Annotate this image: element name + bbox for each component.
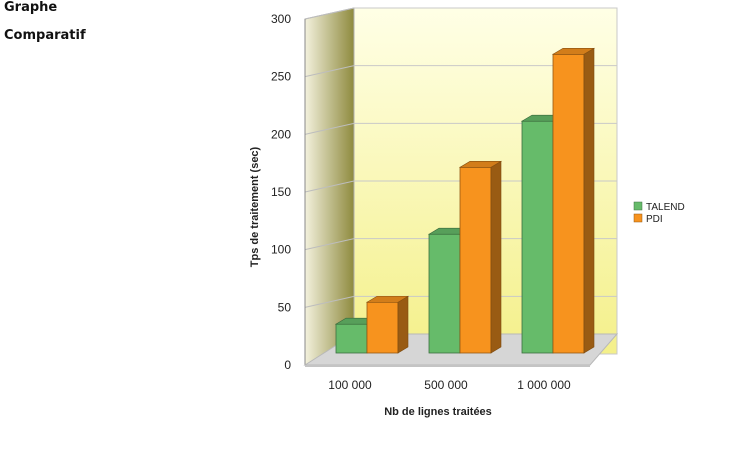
legend-swatch-talend — [633, 201, 643, 211]
bar-pdi-0 — [365, 295, 410, 354]
x-tick-label: 500 000 — [424, 378, 468, 392]
bar-side — [490, 160, 502, 354]
y-tick-label: 50 — [278, 300, 292, 314]
bar-front — [366, 301, 399, 354]
bar-front — [521, 120, 554, 354]
page-heading-comparatif: Comparatif — [4, 28, 86, 43]
x-tick-label: 1 000 000 — [517, 378, 571, 392]
bar-side — [583, 47, 595, 354]
gridline-side — [304, 180, 355, 193]
y-tick-label: 200 — [271, 127, 291, 141]
bars — [334, 47, 596, 354]
bar-top — [458, 161, 503, 168]
bar-pdi-2 — [551, 47, 596, 354]
y-axis-label: Tps de traitement (sec) — [249, 146, 261, 267]
bar-front — [552, 53, 585, 354]
legend-swatch-pdi — [633, 213, 643, 223]
y-tick-label: 0 — [284, 358, 291, 372]
page-heading-graphe: Graphe — [4, 0, 58, 15]
y-tick-label: 300 — [271, 12, 291, 26]
floor-edge — [305, 365, 590, 367]
gridline-side — [304, 65, 355, 78]
bar-front — [428, 233, 461, 354]
y-tick-label: 100 — [271, 243, 291, 257]
bar-top — [365, 295, 410, 303]
gridline-side — [304, 295, 355, 308]
bar-side — [397, 295, 409, 354]
gridline-side — [304, 238, 355, 251]
bar-pdi-1 — [458, 160, 503, 354]
bar-top — [551, 47, 596, 55]
gridline-side — [304, 122, 355, 135]
x-tick-label: 100 000 — [328, 378, 372, 392]
x-axis-label: Nb de lignes traitées — [384, 406, 492, 418]
gridline-side — [304, 7, 355, 20]
y-tick-label: 250 — [271, 70, 291, 84]
bar-front — [459, 166, 492, 354]
x-axis-ticks: 100 000 500 000 1 000 000 — [328, 378, 571, 392]
bar-front — [335, 323, 368, 354]
legend-label-talend: TALEND — [646, 202, 685, 213]
y-tick-label: 150 — [271, 185, 291, 199]
legend-label-pdi: PDI — [646, 214, 663, 225]
y-axis-ticks: 0 50 100 150 200 250 300 — [271, 12, 291, 372]
